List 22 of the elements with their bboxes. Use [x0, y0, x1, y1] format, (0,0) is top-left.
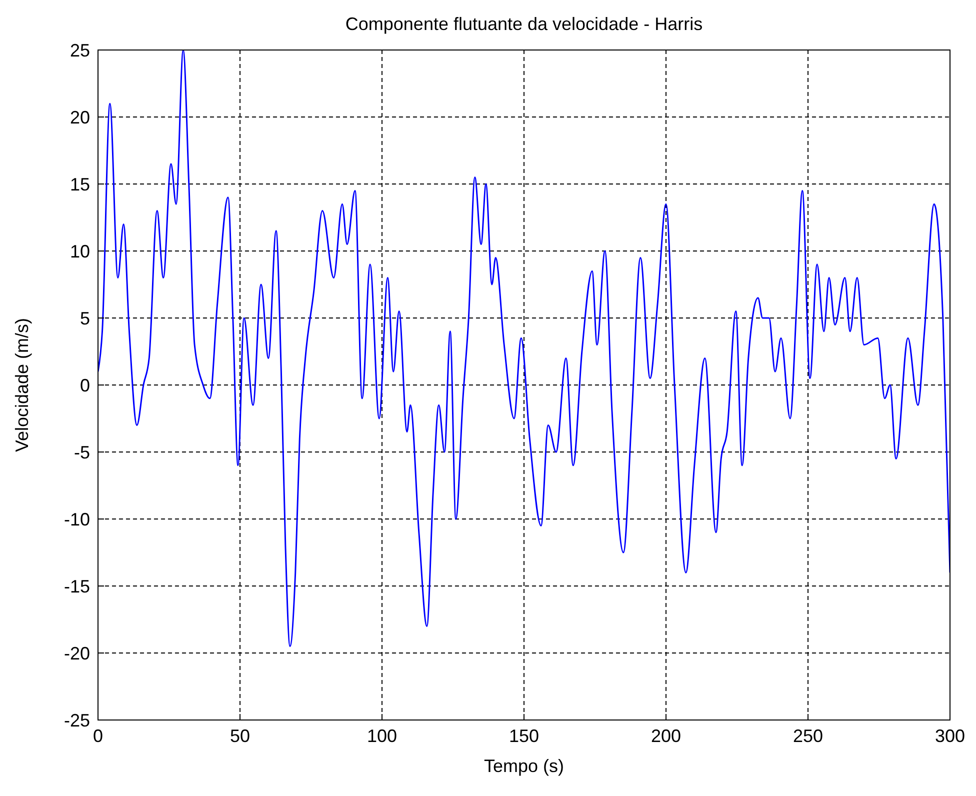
y-tick-label: -5 — [74, 442, 90, 462]
x-axis-title: Tempo (s) — [484, 756, 564, 776]
y-tick-label: 10 — [70, 241, 90, 262]
line-series — [98, 50, 950, 648]
y-tick-label: -20 — [64, 643, 90, 664]
y-tick-label: 5 — [80, 308, 90, 328]
y-tick-label: 15 — [70, 174, 90, 194]
x-tick-label: 150 — [508, 726, 540, 746]
chart-title: Componente flutuante da velocidade - Harris — [345, 14, 703, 34]
x-tick-label: 250 — [792, 726, 824, 746]
y-tick-label: -10 — [64, 509, 90, 530]
y-tick-label: -25 — [64, 710, 90, 730]
x-tick-label: 50 — [230, 726, 250, 746]
y-tick-label: 0 — [80, 375, 90, 396]
x-tick-label: 200 — [650, 726, 682, 746]
x-tick-label: 300 — [934, 726, 966, 746]
y-tick-label: -15 — [64, 576, 90, 596]
x-tick-label: 100 — [366, 726, 398, 746]
x-tick-label: 0 — [92, 726, 104, 746]
y-axis-title: Velocidade (m/s) — [12, 318, 32, 452]
y-tick-label: 25 — [70, 40, 90, 60]
y-tick-label: 20 — [70, 107, 90, 128]
